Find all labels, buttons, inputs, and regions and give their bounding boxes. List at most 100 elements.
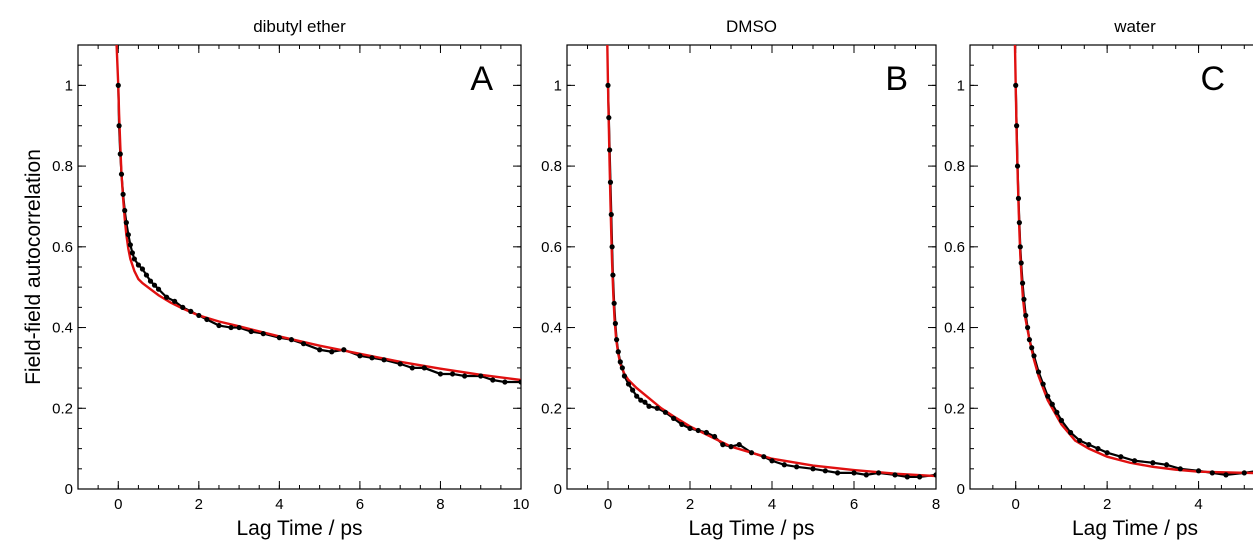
data-point — [135, 262, 142, 268]
data-point — [606, 115, 612, 121]
data-point — [748, 450, 755, 456]
x-axis-title: Lag Time / ps — [236, 517, 362, 540]
y-tick-label: 0.8 — [541, 158, 562, 175]
data-point — [614, 337, 620, 343]
data-point — [143, 272, 150, 278]
data-point — [216, 322, 222, 329]
y-tick-label: 0 — [957, 481, 965, 498]
data-point — [1095, 446, 1101, 452]
data-point — [610, 272, 616, 278]
data-trace-line — [606, 85, 936, 478]
panel-letter: C — [1200, 60, 1225, 98]
panel-letter: A — [470, 60, 493, 98]
x-tick-label: 4 — [275, 496, 283, 513]
data-point — [642, 399, 648, 405]
data-point — [248, 328, 254, 335]
data-point — [204, 316, 210, 323]
data-point — [1017, 244, 1023, 250]
fit-curve — [115, 45, 521, 382]
data-point — [634, 393, 640, 399]
y-tick-label: 0.2 — [944, 400, 965, 417]
data-point — [1014, 123, 1020, 129]
data-point — [155, 286, 162, 292]
plot-frame — [77, 44, 522, 490]
data-point — [357, 353, 363, 359]
data-point — [118, 171, 125, 177]
data-point — [863, 472, 869, 478]
panel-title: dibutyl ether — [253, 17, 346, 36]
y-tick-label: 0.4 — [52, 320, 73, 337]
x-tick-label: 4 — [1194, 496, 1202, 513]
data-point — [139, 266, 146, 272]
data-point — [131, 256, 137, 262]
data-point — [228, 324, 234, 331]
data-point — [1209, 470, 1215, 476]
data-point — [662, 409, 669, 415]
chart-panel: 0 2 4 6 8 0 0.2 0.4 0.6 0.8 1 DMSO B Lag Time / ps — [541, 17, 940, 540]
data-trace-line — [117, 85, 521, 384]
data-point — [605, 82, 611, 88]
data-point — [933, 472, 936, 478]
y-tick-label: 0.8 — [52, 158, 73, 175]
series-group — [1013, 45, 1253, 478]
data-point — [462, 373, 468, 379]
y-tick-label: 1 — [65, 77, 73, 94]
y-tick-label: 0 — [554, 481, 562, 498]
data-point — [654, 405, 660, 411]
data-point — [835, 470, 841, 476]
y-tick-label: 0 — [65, 481, 73, 498]
data-point — [437, 371, 444, 377]
data-point — [317, 347, 323, 353]
data-point — [369, 355, 375, 361]
data-point — [621, 373, 628, 379]
data-point — [1016, 220, 1022, 226]
data-point — [1018, 260, 1024, 266]
data-point — [122, 207, 128, 214]
x-tick-label: 6 — [356, 496, 364, 513]
data-point — [781, 462, 787, 468]
x-tick-label: 0 — [604, 496, 612, 513]
data-point — [679, 421, 685, 428]
data-point — [876, 470, 882, 476]
y-tick-label: 0.4 — [944, 320, 965, 337]
data-point — [260, 331, 266, 337]
y-tick-label: 0.8 — [944, 158, 965, 175]
data-point — [1023, 312, 1029, 319]
x-tick-label: 4 — [768, 496, 776, 513]
data-point — [769, 458, 775, 464]
data-point — [127, 242, 133, 248]
data-point — [300, 341, 307, 347]
data-point — [630, 387, 636, 393]
data-point — [409, 365, 415, 371]
data-point — [608, 211, 614, 218]
data-point — [116, 123, 122, 129]
data-point — [625, 381, 632, 387]
data-point — [196, 312, 202, 319]
data-point — [607, 147, 613, 153]
data-point — [188, 308, 194, 314]
data-point — [638, 397, 644, 403]
data-point — [236, 324, 242, 331]
fit-curve — [1013, 45, 1253, 475]
data-point — [617, 359, 623, 365]
data-point — [1049, 401, 1055, 407]
data-point — [1131, 458, 1138, 464]
data-point — [822, 468, 828, 474]
data-point — [1013, 82, 1019, 88]
data-point — [1026, 337, 1033, 343]
y-tick-label: 1 — [957, 77, 965, 94]
y-tick-label: 0.2 — [541, 400, 562, 417]
data-point — [1035, 369, 1042, 375]
data-point — [1019, 280, 1026, 286]
data-point — [1163, 462, 1170, 468]
x-tick-label: 0 — [1012, 496, 1020, 513]
data-point — [1104, 450, 1110, 456]
data-point — [276, 335, 282, 341]
data-point — [1054, 409, 1060, 415]
data-point — [115, 82, 121, 88]
data-point — [671, 415, 677, 421]
panel-title: DMSO — [726, 17, 777, 36]
data-point — [120, 191, 126, 197]
data-point — [736, 442, 742, 448]
